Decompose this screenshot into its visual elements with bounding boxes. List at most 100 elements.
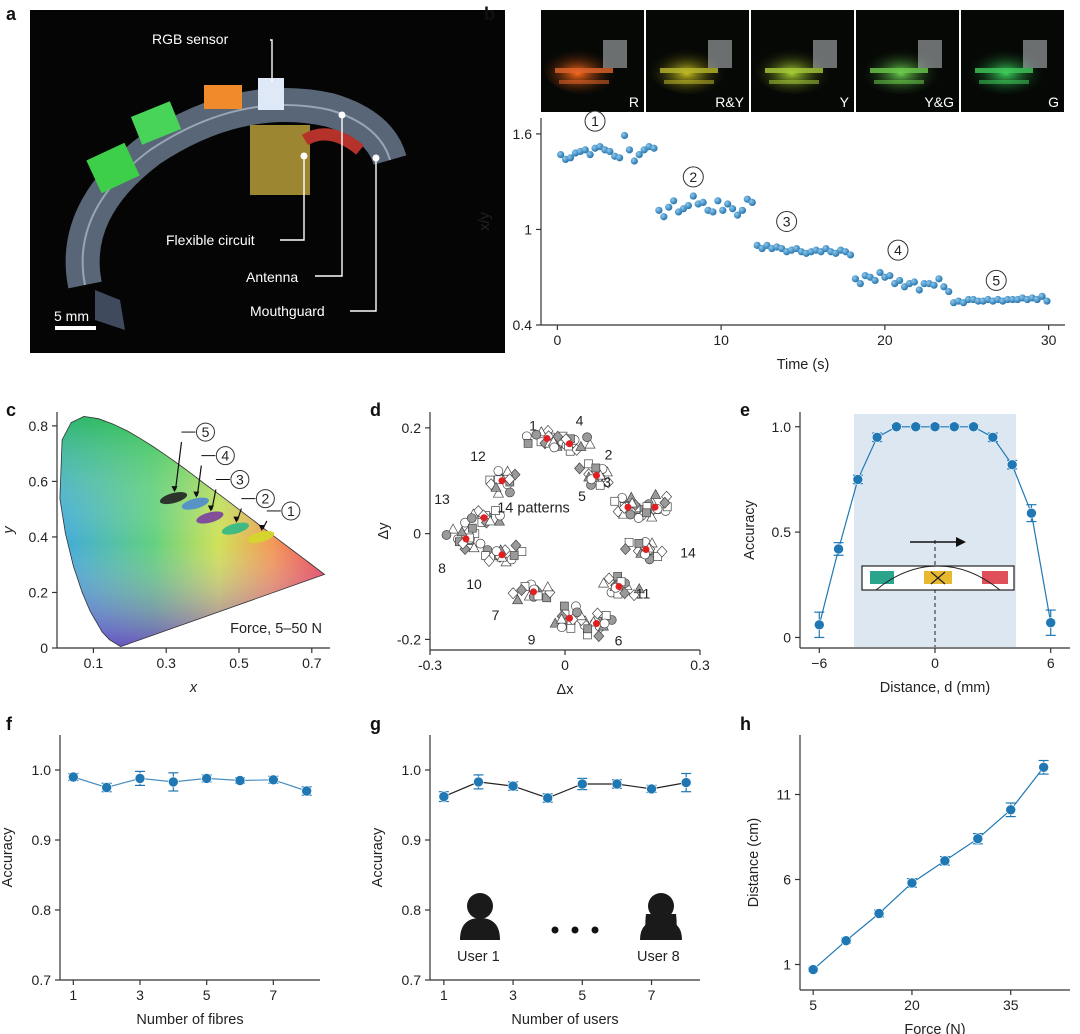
x-tick-label: 0 [931,655,939,671]
callout-line-rgb [270,39,273,82]
cluster-1 [247,530,275,543]
x-tick-label: 0 [561,657,569,673]
x-tick-label: 0.3 [156,655,176,671]
x-tick-label: 10 [713,332,729,348]
detection-region-shade [854,414,1016,647]
trial-point [491,506,500,515]
strip-light-band [769,80,819,84]
trial-point [642,508,651,518]
trial-point [556,622,567,633]
cluster-marker-label: 4 [221,448,229,464]
data-point [748,198,756,206]
callout-flexible-circuit: Flexible circuit [166,232,255,248]
trial-point [582,432,592,443]
data-point [910,278,918,286]
cluster-arrowhead [207,505,214,512]
strip-light-band [979,80,1029,84]
y-axis-label: Δy [376,522,392,540]
data-point [566,154,575,162]
strip-photo-2: R&Y [646,10,749,112]
data-point [557,151,565,159]
trial-point [597,577,610,588]
trial-point [583,624,593,634]
trial-point [603,572,615,585]
trial-point [492,487,505,498]
pattern-center [566,614,573,622]
data-point [891,421,902,433]
group-marker-label: 5 [992,272,1000,288]
y-tick-label: 0.5 [772,524,792,540]
x-axis-label: x [189,680,198,696]
data-point [438,791,450,802]
trial-point [511,594,524,605]
data-point [655,206,663,214]
data-point [945,287,953,296]
pattern-label-12: 12 [470,448,486,464]
trial-point [566,623,576,633]
user-8-avatar-icon [640,893,682,940]
data-point [201,773,212,784]
panel-f: f 1 3 5 7 0.7 0.8 0.9 1.0 Number of fibres Accura… [0,714,320,1028]
y-tick-label: 1.0 [402,762,422,778]
data-point [168,776,179,788]
data-point [665,203,673,211]
scale-bar-label: 5 mm [54,308,89,324]
x-axis-label: Number of fibres [136,1012,243,1028]
inset-cross-icon [930,571,946,585]
panel-c: c 0.1 0.3 0.5 0.7 0 0.2 0.4 0.6 0.8 x y 1 2 345 Force,… [1,400,330,696]
trial-point [504,473,516,486]
callout-line-circuit [280,156,305,241]
cluster-arrowhead [258,524,265,531]
panel-g: g 1 3 5 7 0.7 0.8 0.9 1.0 Number of users Accurac… [370,714,700,1028]
y-tick-label: 0.4 [29,529,49,545]
group-marker-label: 3 [783,214,791,230]
pattern-center [498,551,506,559]
x-tick-label: 5 [809,997,817,1013]
group-marker-circle [584,110,606,132]
cluster-marker-circle [215,446,235,466]
y-tick-label: 0.8 [32,902,52,918]
data-point [719,206,727,214]
trial-point [624,537,634,547]
panel-label-e: e [740,400,750,420]
data-point [268,774,279,786]
x-axis-label: Time (s) [777,357,830,373]
y-axis-label: Accuracy [742,499,758,559]
pattern-label-8: 8 [438,560,446,576]
data-point [724,200,732,208]
data-point [733,211,742,219]
user-1-label: User 1 [457,949,500,965]
group-marker-label: 1 [591,113,599,129]
chart-d: -0.3 0 0.3-0.200.2ΔxΔy12345678910111213141… [376,412,710,698]
y-tick-label: 1.0 [772,419,792,435]
pattern-label-7: 7 [492,607,500,623]
pattern-label-10: 10 [466,576,482,592]
callout-antenna: Antenna [246,269,298,285]
y-tick-label: 11 [776,787,791,803]
patterns-annotation: 14 patterns [497,500,570,516]
inset-curve [875,565,1001,591]
y-tick-label: 1.0 [32,762,52,778]
data-point [987,431,999,443]
trial-point [475,538,486,549]
trial-point [523,439,533,448]
pattern-label-2: 2 [605,446,613,462]
data-point [852,474,864,485]
trial-point [505,487,515,498]
data-point [896,276,904,285]
trial-point [633,583,645,594]
trial-point [549,442,560,453]
panel-d: d -0.3 0 0.3-0.200.2ΔxΔy123456789101112131… [370,400,710,698]
trial-point [572,607,582,618]
y-tick-label: 0.8 [29,418,49,434]
x-tick-label: -0.3 [418,657,442,673]
y-tick-label: 0.8 [402,902,422,918]
cluster-marker-circle [255,489,275,509]
data-point [807,964,819,975]
x-axis-label: Force (N) [904,1022,965,1034]
strip-sensor-block [813,40,837,68]
pattern-center [651,503,659,511]
trial-point [493,515,505,526]
y-tick-label: 0.6 [29,473,49,489]
trial-point [441,530,452,540]
